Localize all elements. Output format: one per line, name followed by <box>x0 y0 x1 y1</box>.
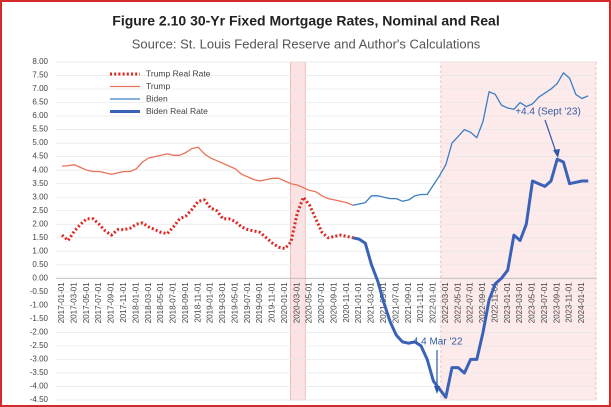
y-tick-label: 0.50 <box>32 260 48 269</box>
x-tick-label: 2021-07-01 <box>391 282 400 323</box>
x-tick-label: 2020-01-01 <box>280 282 289 323</box>
y-tick-label: 1.50 <box>32 233 48 242</box>
x-tick-label: 2018-03-01 <box>144 282 153 323</box>
y-tick-label: 2.50 <box>32 206 48 215</box>
x-tick-label: 2017-05-01 <box>82 282 91 323</box>
arrow-head <box>434 386 440 394</box>
x-tick-label: 2024-01-01 <box>577 282 586 323</box>
x-tick-label: 2018-09-01 <box>181 282 190 323</box>
y-tick-label: 4.50 <box>32 152 48 161</box>
legend-label: Biden Real Rate <box>146 106 208 116</box>
series-line <box>61 146 354 206</box>
y-tick-label: -2.50 <box>30 341 49 350</box>
arrow-head <box>553 149 560 158</box>
y-tick-label: -1.00 <box>30 300 49 309</box>
y-tick-label: 3.00 <box>32 192 48 201</box>
y-tick-label: -4.50 <box>30 395 49 404</box>
x-tick-label: 2023-07-01 <box>540 282 549 323</box>
y-tick-label: -2.00 <box>30 328 49 337</box>
legend-label: Trump Real Rate <box>146 68 211 78</box>
series-line <box>61 195 354 251</box>
x-tick-label: 2019-11-01 <box>268 282 277 323</box>
legend-label: Biden <box>146 93 168 103</box>
chart-title: Figure 2.10 30-Yr Fixed Mortgage Rates, … <box>112 13 499 29</box>
x-tick-label: 2019-09-01 <box>255 282 264 323</box>
legend-label: Trump <box>146 81 171 91</box>
y-tick-label: -3.00 <box>30 355 49 364</box>
y-tick-label: 7.00 <box>32 84 48 93</box>
y-tick-label: -1.50 <box>30 314 49 323</box>
x-tick-label: 2019-05-01 <box>230 282 239 323</box>
y-tick-label: 0.00 <box>32 273 48 282</box>
x-tick-label: 2019-03-01 <box>218 282 227 323</box>
y-tick-label: 3.50 <box>32 179 48 188</box>
x-tick-label: 2020-05-01 <box>305 282 314 323</box>
x-tick-label: 2022-09-01 <box>478 282 487 323</box>
x-tick-label: 2022-01-01 <box>429 282 438 323</box>
y-tick-label: -3.50 <box>30 368 49 377</box>
y-tick-label: 5.50 <box>32 125 48 134</box>
annotation: -4.4 Mar '22 <box>409 337 462 348</box>
y-tick-label: -0.50 <box>30 287 49 296</box>
x-tick-label: 2017-09-01 <box>107 282 116 323</box>
x-tick-label: 2020-09-01 <box>329 282 338 323</box>
x-tick-label: 2021-01-01 <box>354 282 363 323</box>
x-tick-label: 2022-05-01 <box>453 282 462 323</box>
x-tick-label: 2017-07-01 <box>94 282 103 323</box>
x-tick-label: 2017-03-01 <box>69 282 78 323</box>
x-tick-label: 2022-11-01 <box>490 282 499 323</box>
x-tick-label: 2019-01-01 <box>206 282 215 323</box>
x-tick-label: 2023-03-01 <box>515 282 524 323</box>
x-tick-label: 2023-01-01 <box>503 282 512 323</box>
x-tick-label: 2023-09-01 <box>552 282 561 323</box>
series-line <box>352 72 589 206</box>
x-tick-label: 2023-11-01 <box>565 282 574 323</box>
x-tick-label: 2021-09-01 <box>404 282 413 323</box>
series-line <box>352 157 589 399</box>
annotation-arrow <box>544 119 558 156</box>
x-tick-label: 2020-11-01 <box>342 282 351 323</box>
x-tick-label: 2018-05-01 <box>156 282 165 323</box>
annotation: +4.4 (Sept '23) <box>515 107 581 118</box>
y-tick-label: 1.00 <box>32 246 48 255</box>
x-tick-label: 2020-03-01 <box>292 282 301 323</box>
y-tick-label: 6.00 <box>32 111 48 120</box>
x-tick-label: 2022-03-01 <box>441 282 450 323</box>
x-tick-label: 2017-01-01 <box>57 282 66 323</box>
y-tick-label: 4.00 <box>32 165 48 174</box>
x-tick-label: 2021-03-01 <box>367 282 376 323</box>
x-tick-label: 2019-07-01 <box>243 282 252 323</box>
y-tick-label: 8.00 <box>32 57 48 66</box>
x-tick-label: 2021-11-01 <box>416 282 425 323</box>
y-tick-label: 6.50 <box>32 98 48 107</box>
x-tick-label: 2018-07-01 <box>169 282 178 323</box>
y-tick-label: 7.50 <box>32 71 48 80</box>
x-tick-label: 2018-11-01 <box>193 282 202 323</box>
y-tick-label: -4.00 <box>30 382 49 391</box>
x-tick-label: 2023-05-01 <box>528 282 537 323</box>
chart-subtitle: Source: St. Louis Federal Reserve and Au… <box>132 36 481 51</box>
x-tick-label: 2022-07-01 <box>466 282 475 323</box>
x-tick-label: 2018-01-01 <box>131 282 140 323</box>
y-tick-label: 2.00 <box>32 219 48 228</box>
x-tick-label: 2017-11-01 <box>119 282 128 323</box>
y-tick-label: 5.00 <box>32 138 48 147</box>
x-tick-label: 2020-07-01 <box>317 282 326 323</box>
